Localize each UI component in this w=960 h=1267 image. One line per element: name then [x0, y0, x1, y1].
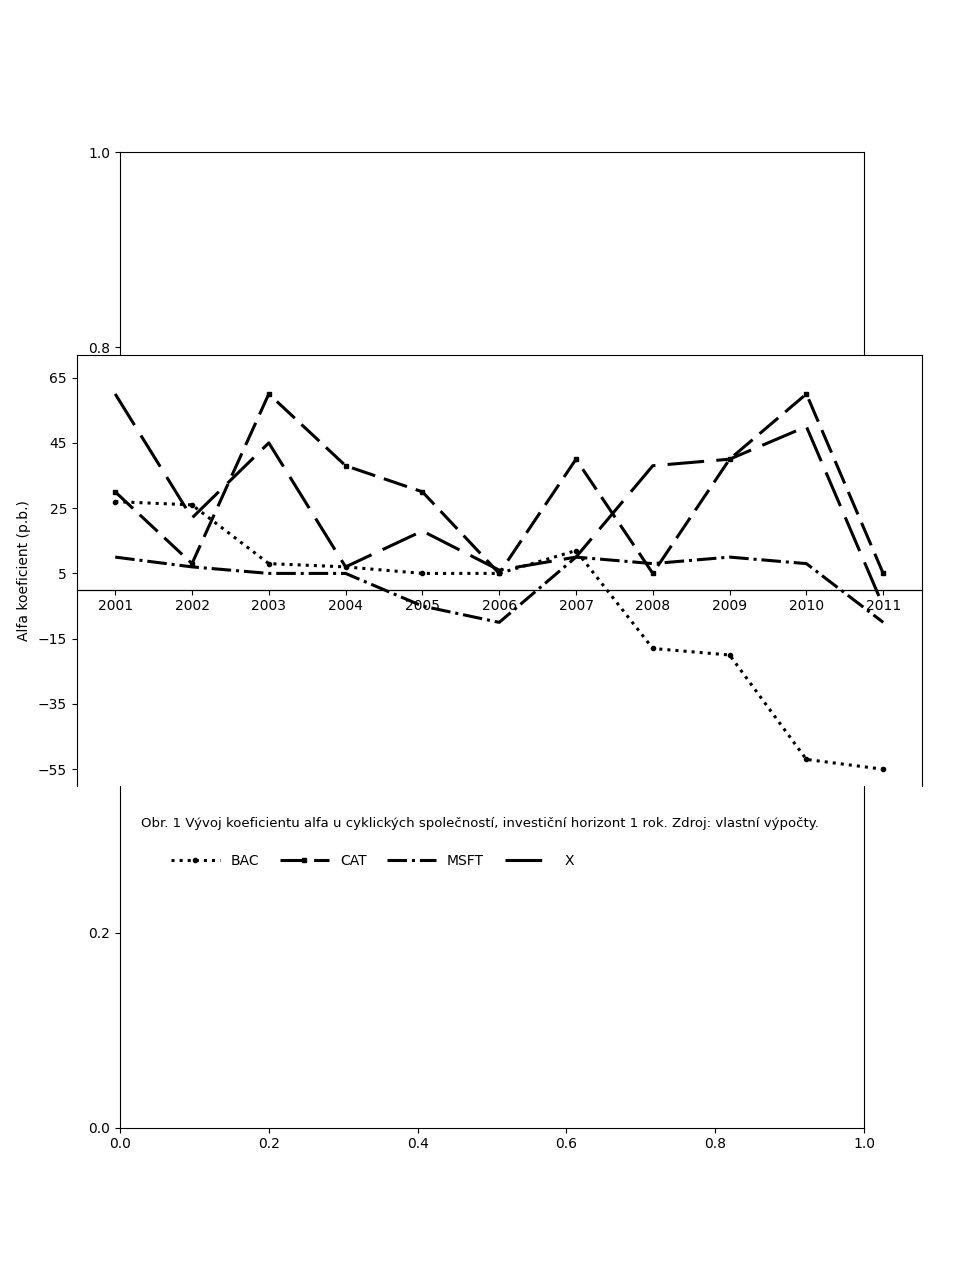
- X: [877, 598, 889, 613]
- X: [263, 436, 275, 451]
- BAC: [877, 761, 889, 777]
- MSFT: [877, 614, 889, 630]
- BAC: [186, 497, 198, 512]
- CAT: [570, 451, 582, 466]
- CAT: [263, 386, 275, 402]
- MSFT: [570, 550, 582, 565]
- CAT: [417, 484, 428, 499]
- X: [109, 386, 121, 402]
- CAT: [186, 556, 198, 571]
- CAT: [647, 566, 659, 582]
- CAT: [724, 451, 735, 466]
- X: [493, 563, 505, 578]
- BAC: [493, 566, 505, 582]
- CAT: [109, 484, 121, 499]
- X: [724, 451, 735, 466]
- BAC: [109, 494, 121, 509]
- Line: CAT: CAT: [113, 392, 885, 575]
- BAC: [570, 544, 582, 559]
- X: [647, 459, 659, 474]
- MSFT: [647, 556, 659, 571]
- MSFT: [340, 566, 351, 582]
- BAC: [340, 559, 351, 574]
- BAC: [801, 751, 812, 767]
- X: [417, 523, 428, 538]
- MSFT: [186, 559, 198, 574]
- CAT: [493, 566, 505, 582]
- MSFT: [417, 598, 428, 613]
- CAT: [877, 566, 889, 582]
- CAT: [340, 459, 351, 474]
- MSFT: [801, 556, 812, 571]
- X: [801, 419, 812, 435]
- Line: MSFT: MSFT: [115, 557, 883, 622]
- MSFT: [724, 550, 735, 565]
- BAC: [417, 566, 428, 582]
- Y-axis label: Alfa koeficient (p.b.): Alfa koeficient (p.b.): [17, 499, 31, 641]
- X: [570, 550, 582, 565]
- BAC: [647, 641, 659, 656]
- Text: Obr. 1 Vývoj koeficientu alfa u cyklických společností, investiční horizont 1 ro: Obr. 1 Vývoj koeficientu alfa u cyklický…: [141, 817, 819, 830]
- MSFT: [263, 566, 275, 582]
- BAC: [263, 556, 275, 571]
- X: [186, 511, 198, 526]
- MSFT: [109, 550, 121, 565]
- Legend: BAC, CAT, MSFT, X: BAC, CAT, MSFT, X: [165, 848, 580, 873]
- Line: BAC: BAC: [113, 499, 885, 772]
- BAC: [724, 647, 735, 663]
- CAT: [801, 386, 812, 402]
- X: [340, 559, 351, 574]
- MSFT: [493, 614, 505, 630]
- Line: X: X: [115, 394, 883, 606]
